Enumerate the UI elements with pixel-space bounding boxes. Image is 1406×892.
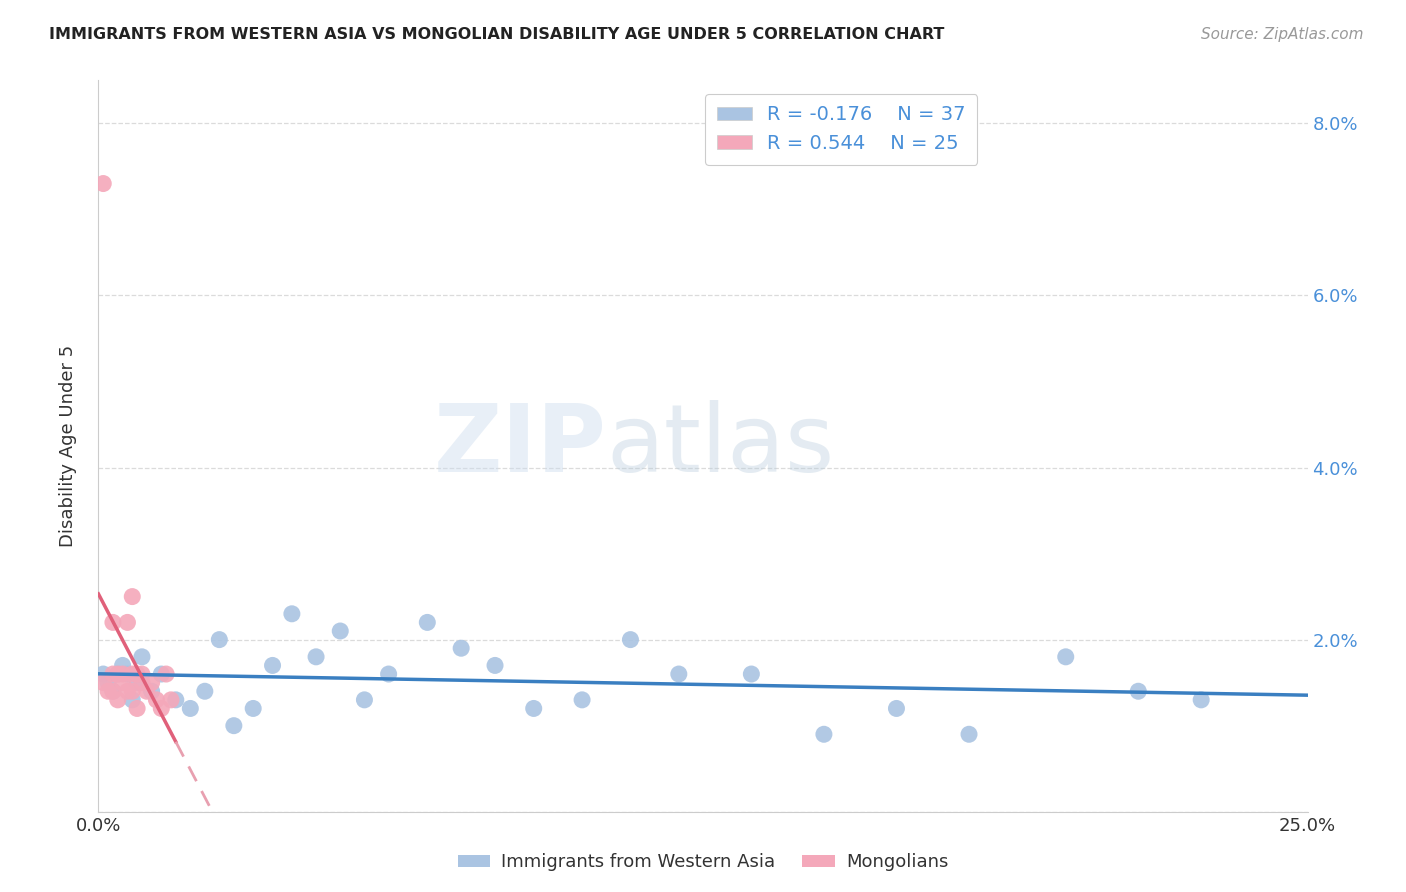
Point <box>97 675 120 690</box>
Point <box>484 658 506 673</box>
Point <box>107 693 129 707</box>
Point <box>208 632 231 647</box>
Point <box>619 632 641 647</box>
Text: ZIP: ZIP <box>433 400 606 492</box>
Point <box>101 684 124 698</box>
Point <box>111 667 134 681</box>
Point <box>131 667 153 681</box>
Point <box>150 667 173 681</box>
Point <box>131 675 153 690</box>
Point <box>194 684 217 698</box>
Legend: Immigrants from Western Asia, Mongolians: Immigrants from Western Asia, Mongolians <box>451 847 955 879</box>
Point <box>97 684 120 698</box>
Point <box>135 684 157 698</box>
Point <box>111 658 134 673</box>
Text: Source: ZipAtlas.com: Source: ZipAtlas.com <box>1201 27 1364 42</box>
Point <box>117 667 139 681</box>
Point <box>101 684 124 698</box>
Point <box>165 693 187 707</box>
Point <box>117 615 139 630</box>
Point <box>281 607 304 621</box>
Point <box>107 667 129 681</box>
Point <box>91 675 114 690</box>
Legend: R = -0.176    N = 37, R = 0.544    N = 25: R = -0.176 N = 37, R = 0.544 N = 25 <box>704 94 977 165</box>
Text: IMMIGRANTS FROM WESTERN ASIA VS MONGOLIAN DISABILITY AGE UNDER 5 CORRELATION CHA: IMMIGRANTS FROM WESTERN ASIA VS MONGOLIA… <box>49 27 945 42</box>
Point <box>121 667 143 681</box>
Point <box>141 684 163 698</box>
Point <box>127 675 149 690</box>
Point <box>377 667 399 681</box>
Point <box>668 667 690 681</box>
Point <box>127 701 149 715</box>
Text: atlas: atlas <box>606 400 835 492</box>
Point <box>131 649 153 664</box>
Point <box>886 701 908 715</box>
Point <box>571 693 593 707</box>
Point <box>145 693 167 707</box>
Point <box>1054 649 1077 664</box>
Point <box>127 667 149 681</box>
Point <box>416 615 439 630</box>
Point <box>179 701 201 715</box>
Point <box>160 693 183 707</box>
Point <box>121 590 143 604</box>
Point <box>1128 684 1150 698</box>
Point <box>150 701 173 715</box>
Point <box>262 658 284 673</box>
Point <box>1189 693 1212 707</box>
Point <box>242 701 264 715</box>
Point <box>353 693 375 707</box>
Point <box>111 675 134 690</box>
Point <box>740 667 762 681</box>
Point <box>121 693 143 707</box>
Point <box>305 649 328 664</box>
Point <box>329 624 352 638</box>
Point <box>101 667 124 681</box>
Point <box>91 177 114 191</box>
Point <box>117 684 139 698</box>
Point <box>107 667 129 681</box>
Point <box>957 727 980 741</box>
Point <box>141 675 163 690</box>
Point <box>813 727 835 741</box>
Point <box>222 719 245 733</box>
Point <box>91 667 114 681</box>
Y-axis label: Disability Age Under 5: Disability Age Under 5 <box>59 345 77 547</box>
Point <box>121 684 143 698</box>
Point <box>523 701 546 715</box>
Point <box>155 667 177 681</box>
Point <box>450 641 472 656</box>
Point <box>101 615 124 630</box>
